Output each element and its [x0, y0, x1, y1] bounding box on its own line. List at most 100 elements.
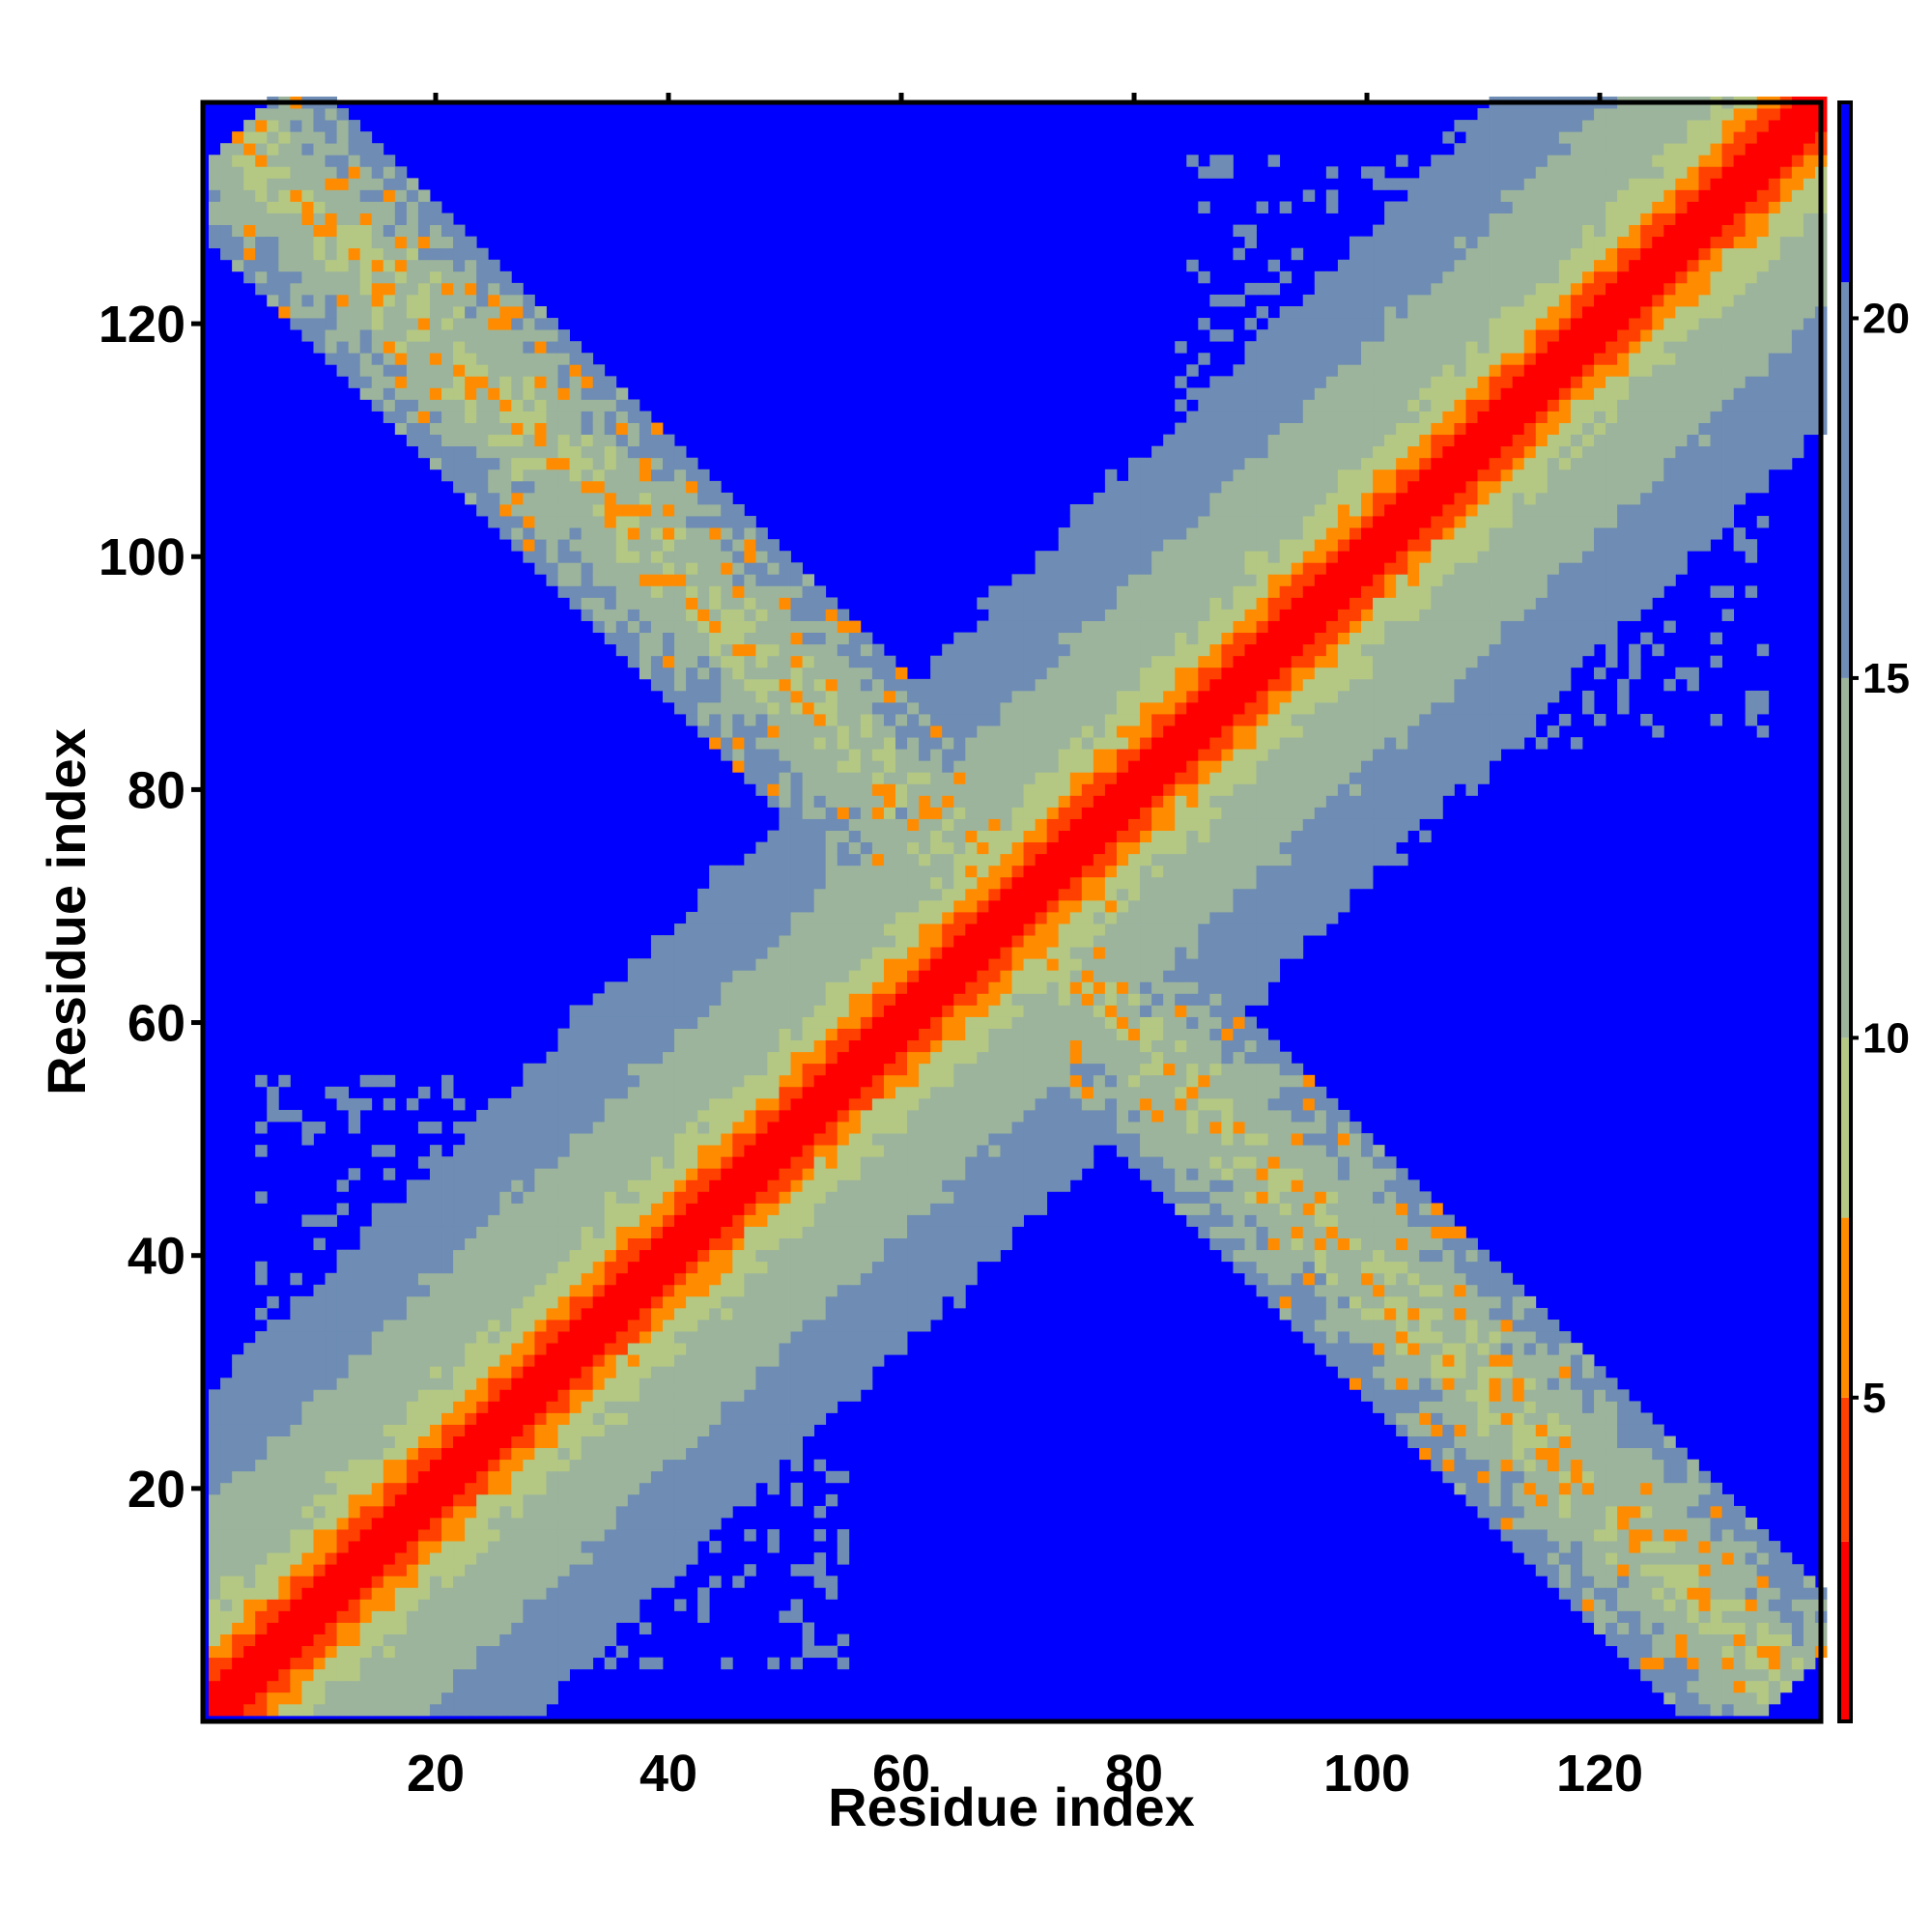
heatmap-cell	[953, 783, 966, 796]
heatmap-cell	[639, 1237, 652, 1251]
heatmap-cell	[709, 1401, 722, 1413]
heatmap-cell	[441, 341, 454, 354]
heatmap-cell	[686, 1074, 698, 1088]
heatmap-cell	[511, 1191, 524, 1204]
heatmap-cell	[779, 1366, 791, 1378]
heatmap-cell	[1000, 1039, 1012, 1053]
heatmap-cell	[278, 166, 291, 179]
heatmap-cell	[953, 1122, 966, 1134]
heatmap-cell	[383, 270, 396, 284]
heatmap-cell	[465, 1295, 477, 1309]
heatmap-cell	[523, 1622, 535, 1634]
heatmap-cell	[557, 1307, 570, 1321]
heatmap-cell	[883, 1307, 896, 1321]
heatmap-cell	[267, 1517, 279, 1530]
heatmap-cell	[697, 1133, 710, 1146]
heatmap-cell	[779, 1610, 791, 1623]
heatmap-cell	[569, 1284, 582, 1297]
heatmap-cell	[523, 1634, 535, 1647]
heatmap-cell	[336, 1366, 350, 1378]
heatmap-cell	[627, 1016, 640, 1029]
heatmap-cell	[534, 480, 547, 494]
heatmap-cell	[1035, 1168, 1048, 1180]
heatmap-cell	[825, 1343, 838, 1355]
heatmap-cell	[639, 1320, 652, 1332]
heatmap-cell	[907, 981, 920, 994]
heatmap-cell	[627, 411, 640, 423]
heatmap-cell	[615, 1378, 629, 1390]
heatmap-cell	[639, 1307, 652, 1321]
heatmap-cell	[546, 1541, 558, 1553]
heatmap-cell	[639, 574, 652, 586]
heatmap-cell	[336, 120, 350, 132]
heatmap-cell	[290, 1424, 302, 1436]
heatmap-cell	[697, 1447, 710, 1461]
heatmap-cell	[755, 923, 768, 936]
heatmap-cell	[546, 1517, 558, 1530]
heatmap-cell	[825, 1378, 838, 1390]
heatmap-cell	[394, 270, 408, 284]
heatmap-cell	[209, 1401, 221, 1413]
heatmap-cell	[325, 1482, 337, 1495]
heatmap-cell	[860, 1156, 873, 1169]
heatmap-cell	[721, 1320, 733, 1332]
heatmap-cell	[627, 1599, 640, 1611]
heatmap-cell	[709, 562, 722, 575]
heatmap-cell	[930, 1039, 943, 1053]
heatmap-cell	[417, 1529, 431, 1542]
heatmap-cell	[767, 1272, 780, 1286]
heatmap-cell	[417, 1156, 431, 1169]
heatmap-cell	[615, 609, 629, 621]
heatmap-cell	[359, 364, 373, 377]
heatmap-cell	[674, 1179, 687, 1192]
heatmap-cell	[441, 1331, 454, 1344]
heatmap-cell	[965, 830, 978, 843]
heatmap-cell	[930, 1016, 943, 1029]
heatmap-cell	[604, 1424, 617, 1436]
heatmap-cell	[721, 1214, 733, 1227]
heatmap-cell	[686, 678, 698, 692]
heatmap-cell	[232, 1552, 244, 1565]
heatmap-cell	[895, 1214, 908, 1227]
heatmap-cell	[383, 247, 396, 261]
heatmap-cell	[417, 306, 431, 319]
heatmap-cell	[557, 1541, 570, 1553]
heatmap-cell	[721, 1366, 733, 1378]
heatmap-cell	[1000, 970, 1012, 982]
heatmap-cell	[511, 1168, 524, 1180]
heatmap-cell	[359, 1622, 373, 1634]
heatmap-cell	[383, 1529, 396, 1542]
heatmap-cell	[860, 737, 873, 750]
heatmap-cell	[465, 1122, 477, 1134]
heatmap-cell	[825, 1179, 838, 1192]
heatmap-cell	[1035, 807, 1048, 819]
heatmap-cell	[977, 876, 989, 890]
heatmap-cell	[488, 1447, 500, 1461]
heatmap-cell	[639, 1063, 652, 1076]
heatmap-cell	[779, 1074, 791, 1088]
heatmap-cell	[417, 1320, 431, 1332]
heatmap-cell	[662, 1412, 675, 1425]
heatmap-cell	[429, 329, 442, 342]
heatmap-cell	[209, 1668, 221, 1682]
heatmap-cell	[790, 1168, 803, 1180]
heatmap-cell	[581, 1284, 594, 1297]
heatmap-cell	[476, 445, 489, 459]
heatmap-cell	[290, 1587, 302, 1600]
heatmap-cell	[557, 492, 570, 505]
heatmap-cell	[721, 714, 733, 726]
heatmap-cell	[243, 1505, 256, 1519]
heatmap-cell	[825, 1401, 838, 1413]
heatmap-cell	[255, 1610, 268, 1623]
heatmap-cell	[1023, 935, 1036, 948]
heatmap-cell	[255, 166, 268, 179]
heatmap-cell	[394, 1587, 408, 1600]
heatmap-cell	[779, 1307, 791, 1321]
heatmap-cell	[779, 1435, 791, 1449]
heatmap-cell	[511, 422, 524, 436]
heatmap-cell	[359, 166, 373, 179]
heatmap-cell	[883, 655, 896, 668]
heatmap-cell	[813, 1203, 827, 1215]
heatmap-cell	[267, 120, 279, 132]
heatmap-cell	[755, 725, 768, 738]
